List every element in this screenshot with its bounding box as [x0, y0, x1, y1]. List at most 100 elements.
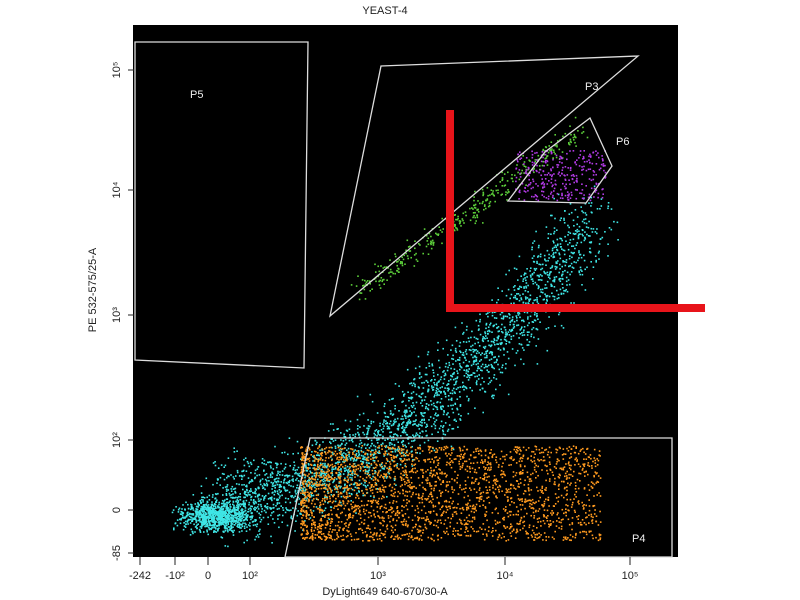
event-dot — [431, 475, 433, 478]
event-dot — [456, 398, 459, 400]
event-dot — [229, 494, 231, 497]
event-dot — [276, 477, 278, 480]
event-dot — [262, 487, 264, 490]
event-dot — [440, 405, 442, 408]
event-dot — [497, 336, 499, 339]
event-dot — [253, 503, 256, 505]
event-dot — [366, 488, 368, 491]
event-dot — [221, 508, 223, 510]
event-dot — [379, 506, 382, 508]
event-dot — [254, 495, 257, 498]
event-dot — [459, 386, 461, 388]
event-dot — [458, 363, 461, 365]
event-dot — [292, 453, 294, 455]
event-dot — [316, 481, 318, 484]
event-dot — [479, 495, 482, 498]
event-dot — [577, 234, 580, 237]
event-dot — [414, 463, 417, 466]
event-dot — [349, 476, 351, 479]
event-dot — [180, 510, 182, 513]
event-dot — [365, 462, 368, 464]
event-dot — [360, 521, 363, 524]
event-dot — [254, 506, 256, 509]
event-dot — [271, 472, 274, 475]
event-dot — [553, 197, 555, 200]
event-dot — [549, 478, 551, 480]
event-dot — [366, 432, 369, 435]
event-dot — [439, 519, 442, 521]
event-dot — [486, 476, 489, 478]
event-dot — [292, 496, 295, 499]
event-dot — [496, 358, 498, 361]
event-dot — [223, 500, 225, 503]
event-dot — [256, 468, 259, 470]
event-dot — [380, 497, 383, 500]
event-dot — [410, 392, 413, 395]
event-dot — [522, 446, 525, 449]
event-dot — [397, 441, 399, 443]
event-dot — [224, 510, 227, 513]
event-dot — [456, 407, 458, 410]
event-dot — [390, 467, 392, 470]
event-dot — [340, 491, 342, 494]
event-dot — [572, 252, 574, 255]
event-dot — [487, 315, 489, 318]
event-dot — [579, 266, 582, 269]
event-dot — [491, 512, 494, 514]
event-dot — [211, 496, 214, 498]
event-dot — [363, 425, 365, 427]
event-dot — [431, 385, 433, 387]
event-dot — [182, 528, 185, 531]
event-dot — [280, 485, 283, 488]
event-dot — [193, 523, 195, 526]
event-dot — [473, 336, 476, 339]
event-dot — [418, 517, 421, 519]
event-dot — [229, 508, 231, 510]
event-dot — [222, 515, 225, 517]
event-dot — [448, 481, 451, 483]
event-dot — [523, 274, 525, 276]
event-dot — [465, 370, 468, 372]
event-dot — [235, 511, 237, 514]
event-dot — [577, 518, 579, 520]
event-dot — [241, 509, 243, 512]
event-dot — [493, 374, 496, 376]
event-dot — [525, 302, 527, 304]
event-dot — [213, 531, 215, 533]
event-dot — [335, 478, 338, 480]
event-dot — [501, 532, 504, 535]
event-dot — [344, 483, 346, 486]
event-dot — [590, 205, 592, 207]
event-dot — [413, 404, 415, 407]
event-dot — [573, 261, 575, 263]
event-dot — [384, 412, 386, 415]
event-dot — [495, 317, 498, 319]
event-dot — [496, 343, 498, 345]
event-dot — [317, 452, 319, 454]
event-dot — [365, 476, 368, 479]
event-dot — [196, 511, 198, 514]
event-dot — [285, 507, 287, 509]
event-dot — [441, 408, 443, 411]
event-dot — [321, 500, 324, 502]
event-dot — [325, 476, 327, 479]
event-dot — [425, 426, 427, 428]
event-dot — [418, 539, 420, 541]
event-dot — [252, 491, 254, 494]
event-dot — [477, 324, 480, 327]
event-dot — [326, 475, 328, 477]
event-dot — [454, 349, 457, 352]
event-dot — [249, 507, 251, 509]
event-dot — [508, 269, 510, 272]
event-dot — [221, 523, 224, 525]
event-dot — [206, 506, 209, 509]
event-dot — [497, 512, 499, 515]
event-dot — [224, 526, 227, 528]
event-dot — [585, 226, 588, 228]
event-dot — [383, 473, 385, 475]
event-dot — [245, 484, 248, 487]
event-dot — [341, 511, 343, 514]
event-dot — [206, 523, 208, 525]
event-dot — [411, 487, 413, 490]
event-dot — [296, 469, 298, 471]
